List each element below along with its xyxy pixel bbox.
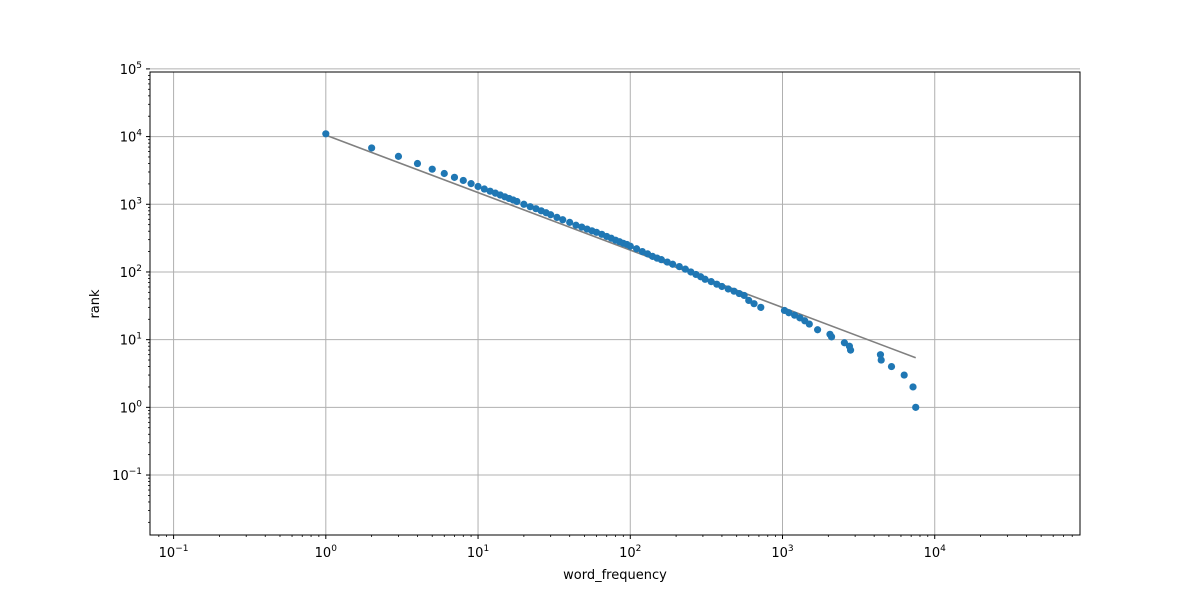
y-tick-label: 103 — [120, 196, 142, 213]
grid-lines — [150, 68, 1080, 535]
x-tick-label: 103 — [771, 544, 793, 561]
data-point — [626, 242, 634, 250]
y-tick-label: 104 — [120, 129, 143, 146]
data-point — [547, 211, 555, 219]
data-point — [526, 203, 534, 211]
data-point — [413, 159, 422, 168]
data-point — [428, 165, 436, 173]
data-point — [909, 383, 917, 391]
data-point — [368, 144, 376, 152]
y-tick-label: 105 — [120, 61, 142, 78]
major-ticks — [146, 68, 936, 539]
data-point — [675, 263, 683, 271]
data-point — [450, 173, 459, 181]
data-point — [459, 176, 467, 185]
data-point — [785, 309, 793, 317]
data-point — [827, 333, 836, 341]
data-point — [724, 285, 732, 293]
data-point — [681, 265, 689, 273]
data-point — [846, 346, 855, 354]
y-axis-label: rank — [88, 289, 103, 319]
data-point — [745, 296, 753, 305]
x-axis-label: word_frequency — [563, 568, 667, 583]
scatter-points — [322, 130, 920, 411]
x-tick-label: 101 — [467, 544, 489, 561]
x-tick-label: 104 — [924, 544, 947, 561]
data-point — [553, 213, 561, 221]
y-tick-label: 100 — [120, 399, 143, 416]
data-point — [322, 130, 330, 138]
data-point — [805, 320, 813, 328]
data-point — [559, 216, 567, 224]
data-point — [887, 362, 896, 371]
fit-line — [325, 134, 916, 359]
y-tick-label: 102 — [120, 264, 142, 281]
data-point — [876, 351, 885, 359]
data-point — [663, 258, 671, 266]
data-point — [877, 356, 885, 364]
plot-frame — [149, 71, 1081, 536]
data-point — [718, 282, 726, 291]
data-point — [566, 218, 574, 226]
y-tick-label: 101 — [120, 332, 142, 349]
x-tick-label: 102 — [619, 544, 641, 561]
data-point — [632, 245, 641, 253]
x-tick-labels: 10−1 100 101 102 103 104 — [159, 544, 946, 561]
data-point — [669, 260, 677, 268]
data-point — [572, 221, 580, 229]
data-point — [707, 278, 715, 286]
data-point — [912, 403, 920, 411]
plot-area — [150, 72, 1080, 535]
y-tick-label: 10−1 — [112, 467, 142, 484]
data-point — [813, 326, 822, 334]
data-point — [900, 371, 908, 379]
data-point — [701, 275, 709, 283]
x-tick-label: 10−1 — [159, 544, 189, 561]
data-point — [750, 300, 758, 308]
data-point — [480, 185, 488, 193]
data-point — [513, 197, 521, 206]
data-point — [740, 291, 748, 300]
data-point — [520, 200, 528, 208]
data-point — [657, 256, 665, 264]
x-tick-label: 100 — [315, 544, 338, 561]
data-point — [394, 152, 403, 160]
data-point — [467, 180, 475, 188]
data-point — [757, 303, 765, 311]
data-point — [440, 169, 448, 178]
data-point — [474, 182, 482, 191]
y-tick-labels: 10−1 100 101 102 103 104 105 — [112, 61, 142, 484]
fit-line-group — [325, 134, 916, 359]
